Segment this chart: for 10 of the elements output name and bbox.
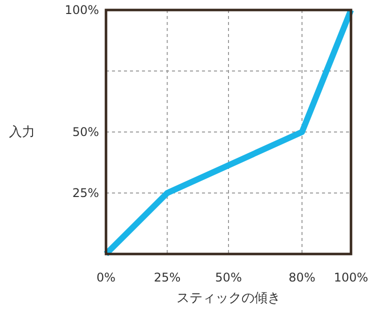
x-tick-label: 0%	[96, 270, 116, 285]
x-tick-label: 80%	[288, 270, 316, 285]
x-axis-title: スティックの傾き	[176, 291, 280, 306]
x-tick-label: 100%	[334, 270, 368, 285]
y-tick-label: 50%	[72, 124, 99, 139]
x-tick-label: 50%	[215, 270, 242, 285]
y-axis-title: 入力	[9, 125, 35, 140]
y-tick-label: 100%	[64, 2, 99, 17]
y-tick-label: 25%	[72, 186, 99, 200]
x-tick-label: 25%	[154, 270, 181, 285]
